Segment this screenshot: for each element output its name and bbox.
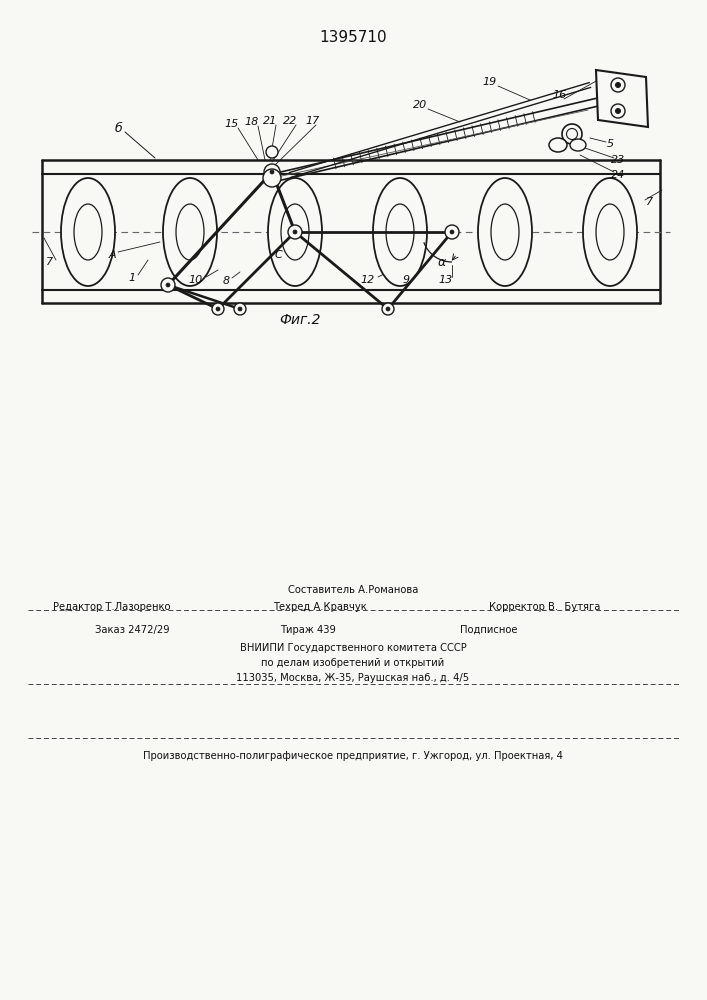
Text: 13: 13 <box>439 275 453 285</box>
Text: Заказ 2472/29: Заказ 2472/29 <box>95 625 170 635</box>
Ellipse shape <box>491 204 519 260</box>
Text: 12: 12 <box>361 275 375 285</box>
Text: 15: 15 <box>225 119 239 129</box>
Text: C: C <box>274 250 282 260</box>
Circle shape <box>264 164 280 180</box>
Text: 23: 23 <box>611 155 625 165</box>
Text: 21: 21 <box>263 116 277 126</box>
Text: Подписное: Подписное <box>460 625 518 635</box>
Text: 16: 16 <box>553 90 567 100</box>
Circle shape <box>445 225 459 239</box>
Circle shape <box>616 108 621 113</box>
Text: 17: 17 <box>306 116 320 126</box>
Ellipse shape <box>562 124 582 144</box>
Ellipse shape <box>386 204 414 260</box>
Text: Тираж 439: Тираж 439 <box>280 625 336 635</box>
Circle shape <box>266 146 278 158</box>
Circle shape <box>212 303 224 315</box>
Ellipse shape <box>570 139 586 151</box>
Circle shape <box>263 169 281 187</box>
Text: 9: 9 <box>402 275 409 285</box>
Text: 22: 22 <box>283 116 297 126</box>
Circle shape <box>216 307 220 311</box>
Circle shape <box>238 307 242 311</box>
Text: Техред А.Кравчук: Техред А.Кравчук <box>273 602 367 612</box>
Text: 8: 8 <box>223 276 230 286</box>
Ellipse shape <box>74 204 102 260</box>
Ellipse shape <box>549 138 567 152</box>
Ellipse shape <box>373 178 427 286</box>
Text: 1395710: 1395710 <box>319 29 387 44</box>
Circle shape <box>288 225 302 239</box>
Ellipse shape <box>583 178 637 286</box>
Ellipse shape <box>268 178 322 286</box>
Text: Редактор Т.Лазоренко: Редактор Т.Лазоренко <box>53 602 171 612</box>
Ellipse shape <box>281 204 309 260</box>
Text: 18: 18 <box>245 117 259 127</box>
Circle shape <box>161 278 175 292</box>
Text: 20: 20 <box>413 100 427 110</box>
Circle shape <box>616 83 621 88</box>
Ellipse shape <box>596 204 624 260</box>
Text: 113035, Москва, Ж-35, Раушская наб., д. 4/5: 113035, Москва, Ж-35, Раушская наб., д. … <box>236 673 469 683</box>
Text: 19: 19 <box>483 77 497 87</box>
Text: $\alpha$: $\alpha$ <box>437 255 447 268</box>
Ellipse shape <box>176 204 204 260</box>
Circle shape <box>611 104 625 118</box>
Text: 7: 7 <box>47 257 54 267</box>
Polygon shape <box>596 70 648 127</box>
Text: Производственно-полиграфическое предприятие, г. Ужгород, ул. Проектная, 4: Производственно-полиграфическое предприя… <box>143 751 563 761</box>
Text: ВНИИПИ Государственного комитета СССР: ВНИИПИ Государственного комитета СССР <box>240 643 467 653</box>
Circle shape <box>234 303 246 315</box>
Ellipse shape <box>61 178 115 286</box>
Circle shape <box>166 283 170 287</box>
Ellipse shape <box>163 178 217 286</box>
Text: 24: 24 <box>611 170 625 180</box>
Circle shape <box>270 170 274 174</box>
Text: Фиг.2: Фиг.2 <box>279 313 321 327</box>
Circle shape <box>611 78 625 92</box>
Ellipse shape <box>566 128 578 139</box>
Circle shape <box>386 307 390 311</box>
Circle shape <box>293 230 297 234</box>
Text: 10: 10 <box>189 275 203 285</box>
Text: Составитель А.Романова: Составитель А.Романова <box>288 585 418 595</box>
Text: A: A <box>108 250 116 260</box>
Text: 1: 1 <box>129 273 136 283</box>
Ellipse shape <box>478 178 532 286</box>
Text: 5: 5 <box>607 139 614 149</box>
Circle shape <box>382 303 394 315</box>
Text: по делам изобретений и открытий: по делам изобретений и открытий <box>262 658 445 668</box>
Text: б: б <box>114 121 122 134</box>
Text: Корректор В.  Бутяга: Корректор В. Бутяга <box>489 602 601 612</box>
Circle shape <box>450 230 454 234</box>
Text: 7: 7 <box>646 197 653 207</box>
